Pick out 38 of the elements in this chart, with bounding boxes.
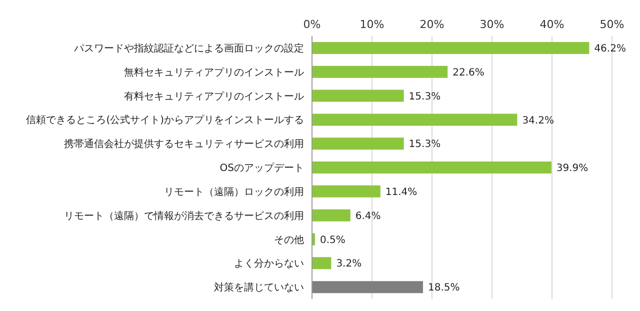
x-tick-label: 20% [420,18,444,31]
x-tick-label: 30% [480,18,504,31]
data-label: 15.3% [408,139,441,150]
bar [312,281,423,294]
data-label: 46.2% [594,44,626,55]
y-tick-label: リモート（遠隔）ロックの利用 [164,186,304,198]
data-label: 34.2% [522,115,554,126]
bar [312,66,448,78]
bar [312,209,350,222]
y-tick-label: 信頼できるところ(公式サイト)からアプリをインストールする [26,114,304,126]
x-tick-label: 50% [600,18,624,31]
y-tick-label: その他 [274,234,304,246]
x-tick-label: 40% [540,18,564,31]
y-tick-label: 携帯通信会社が提供するセキュリティサービスの利用 [64,138,304,150]
bar [312,90,404,102]
bar [312,185,380,198]
data-label: 18.5% [428,282,460,294]
y-tick-label: 対策を講じていない [214,282,304,294]
data-label: 15.3% [408,91,441,102]
x-tick-label: 10% [360,18,384,31]
bar [312,257,332,270]
x-tick-label: 0% [303,18,321,31]
bar [312,138,404,150]
y-tick-label: リモート（遠隔）で情報が消去できるサービスの利用 [64,210,304,222]
y-tick-label: よく分からない [234,258,304,270]
y-tick-label: 無料セキュリティアプリのインストール [124,66,304,78]
data-label: 22.6% [452,67,484,78]
data-label: 3.2% [336,258,362,270]
bar [312,162,552,174]
bar [312,114,518,126]
y-tick-label: 有料セキュリティアプリのインストール [124,90,304,102]
y-tick-label: パスワードや指紋認証などによる画面ロックの設定 [73,42,304,55]
data-label: 0.5% [320,234,346,246]
data-label: 6.4% [355,210,381,222]
data-label: 39.9% [556,163,588,174]
bar [312,42,590,54]
data-label: 11.4% [385,186,418,198]
y-tick-label: OSのアップデート [220,162,304,174]
